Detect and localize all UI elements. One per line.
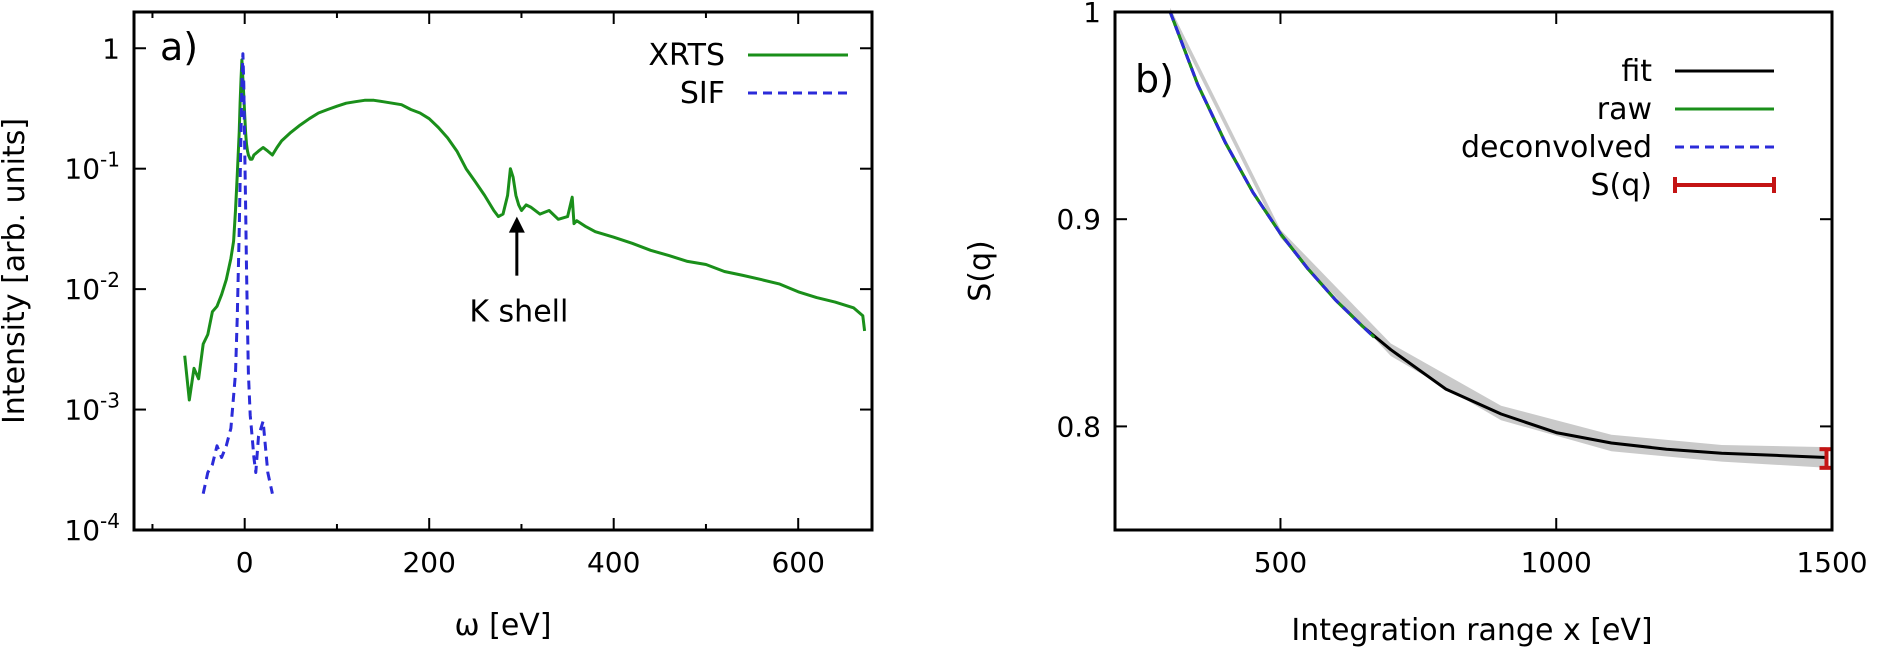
- panel-b-x-axis-label: Integration range x [eV]: [1291, 613, 1652, 647]
- panel-a-series-sif-line: [201, 52, 274, 495]
- panel-b-y-axis-label: S(q): [963, 240, 998, 302]
- panel-b-x-tick-label: 1000: [1521, 546, 1592, 579]
- panel-b-frame: [1113, 10, 1834, 532]
- panel-a-x-axis-label: ω [eV]: [454, 608, 551, 643]
- panel-a-y-tick-label: 1: [102, 32, 120, 65]
- panel-b-uncertainty-band: [1170, 7, 1827, 468]
- panel-a-x-tick-label: 600: [771, 546, 824, 579]
- annotation-arrow-head: [508, 216, 525, 233]
- panel-a-x-tick-label: 200: [402, 546, 455, 579]
- panel-b-y-tick-label: 0.9: [1056, 203, 1101, 236]
- panel-a-x-tick-label: 400: [587, 546, 640, 579]
- panel-a-frame: [132, 10, 874, 532]
- panel-a-y-axis-label: Intensity [arb. units]: [0, 118, 32, 424]
- panel-a-y-tick-label: 10-2: [64, 268, 120, 306]
- panel-a-y-tick-label: 10-3: [64, 389, 120, 427]
- panel-a-legend-label: XRTS: [648, 38, 725, 73]
- panel-a: 0 200 400 600 1 10-1 10-2 10-3 10-4 a) ω [eV] In…: [0, 10, 874, 643]
- panel-b-x-tick-label: 1500: [1796, 546, 1867, 579]
- panel-a-label: a): [160, 25, 198, 69]
- panel-a-legend-label: SIF: [680, 76, 725, 111]
- panel-a-x-tick-label: 0: [236, 546, 254, 579]
- panel-b-series-raw-line: [1168, 11, 1376, 339]
- panel-b-y-tick-label: 1: [1083, 0, 1101, 29]
- panel-b-x-tick-label: 500: [1254, 546, 1307, 579]
- panel-b: 500 1000 1500 0.8 0.9 1 b) Integration range …: [963, 0, 1868, 647]
- panel-b-legend-label: S(q): [1591, 168, 1653, 203]
- panel-b-legend-label: fit: [1621, 54, 1652, 89]
- panel-a-series-xrts-line: [183, 58, 867, 402]
- annotation-label: K shell: [469, 295, 568, 330]
- panel-b-label: b): [1135, 57, 1174, 101]
- panel-b-y-tick-label: 0.8: [1056, 410, 1101, 443]
- panel-a-y-tick-label: 10-1: [64, 148, 120, 186]
- panel-b-legend-label: deconvolved: [1461, 130, 1652, 165]
- panel-b-series-fit-line: [1168, 11, 1827, 459]
- panel-b-series-deconvolved-line: [1168, 11, 1376, 339]
- panel-a-y-tick-label: 10-4: [64, 509, 120, 547]
- panel-b-legend-label: raw: [1597, 92, 1652, 127]
